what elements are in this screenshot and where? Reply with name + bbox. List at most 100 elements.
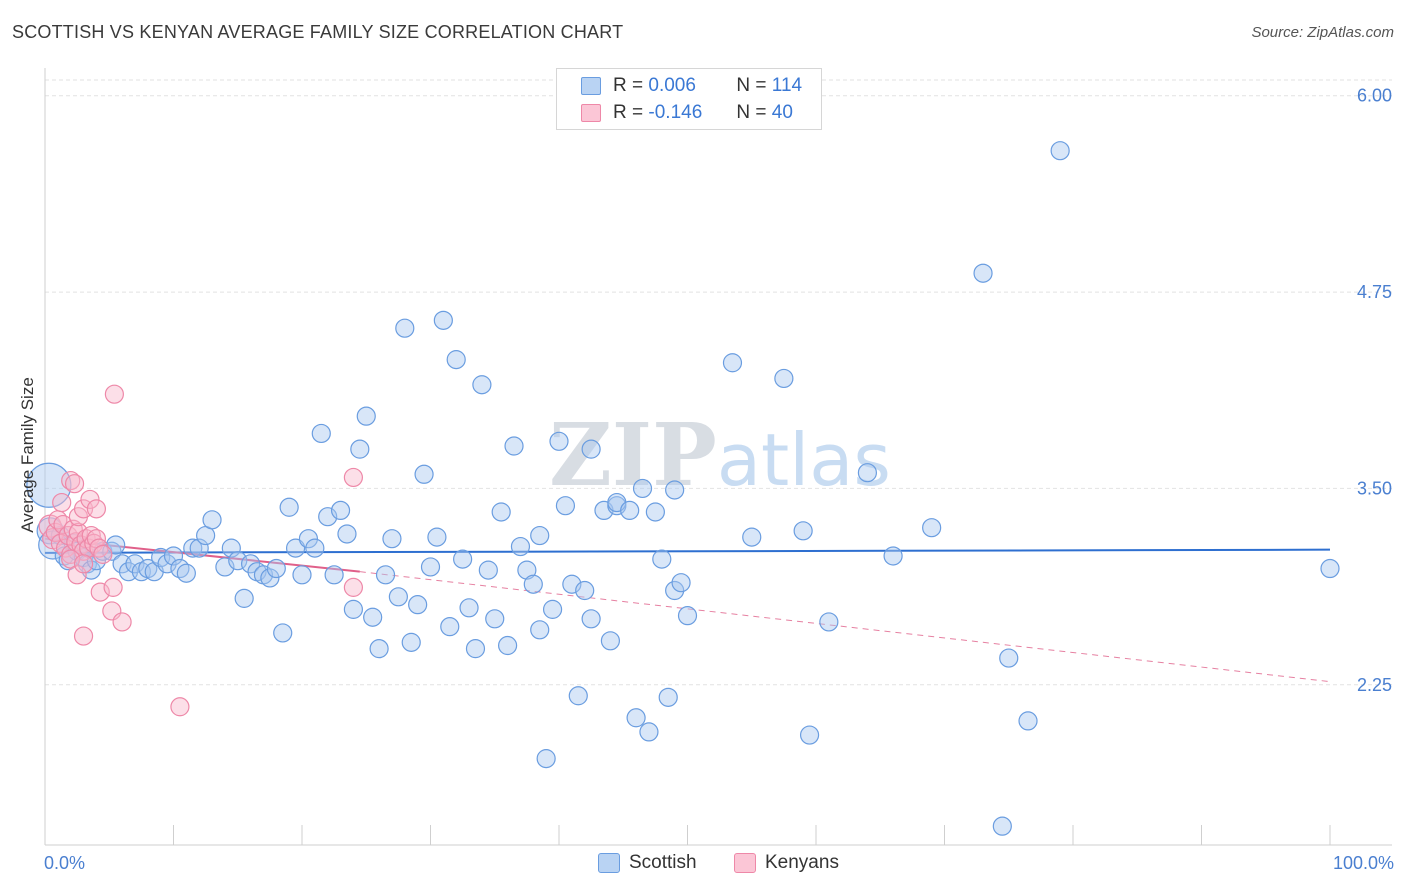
y-tick-label: 6.00 <box>1357 86 1392 106</box>
kenyans-point <box>86 499 107 519</box>
chart-title: SCOTTISH VS KENYAN AVERAGE FAMILY SIZE C… <box>12 22 624 42</box>
source-credit: Source: ZipAtlas.com <box>1251 24 1394 41</box>
scottish-point <box>298 529 319 549</box>
scottish-point <box>857 463 878 483</box>
scottish-point <box>632 478 653 499</box>
scottish-point <box>581 439 601 459</box>
kenyans-point <box>170 697 190 717</box>
scottish-point <box>324 565 344 585</box>
r-value: 0.006 <box>648 75 696 96</box>
scottish-point <box>266 558 286 579</box>
kenyans-point <box>53 514 73 535</box>
y-axis-label: Average Family Size <box>18 377 37 533</box>
scottish-point <box>163 546 184 566</box>
kenyans-point <box>63 519 83 539</box>
scottish-point <box>343 599 363 619</box>
scottish-point <box>408 595 428 615</box>
n-value: 114 <box>771 75 803 96</box>
legend-item-scottish[interactable]: Scottish <box>598 852 697 874</box>
scottish-swatch <box>581 77 601 95</box>
legend-label-scottish: Scottish <box>629 852 697 873</box>
scottish-point <box>369 639 389 659</box>
scottish-point <box>1050 141 1070 161</box>
scottish-point <box>658 687 678 707</box>
scottish-point <box>510 536 531 557</box>
watermark-zip: ZIP <box>549 405 717 506</box>
scottish-point <box>530 525 550 546</box>
scottish-point <box>799 725 820 745</box>
scottish-point <box>581 609 601 629</box>
tick-label-layer: 2.25 3.50 4.75 6.00 <box>1357 86 1392 695</box>
kenyans-point <box>67 565 87 585</box>
kenyans-point <box>90 582 110 602</box>
scottish-point <box>620 500 640 521</box>
scottish-point <box>491 502 511 522</box>
scottish-point <box>973 263 993 283</box>
scottish-point <box>555 496 576 516</box>
scottish-point <box>568 686 588 706</box>
scottish-point <box>337 524 357 544</box>
watermark: ZIPatlas <box>549 405 891 506</box>
scottish-point <box>221 538 241 558</box>
scottish-point <box>793 521 813 541</box>
axis-layer <box>44 68 1392 846</box>
kenyans-point <box>343 467 363 488</box>
scottish-point <box>363 607 383 627</box>
scottish-point <box>279 497 299 517</box>
kenyans-point <box>93 544 113 564</box>
kenyans-point <box>73 626 94 646</box>
scottish-point <box>517 560 537 580</box>
scottish-point <box>440 617 460 637</box>
scottish-point <box>292 565 312 585</box>
scottish-point <box>536 749 556 769</box>
scottish-point <box>639 722 659 742</box>
scottish-point <box>600 631 621 651</box>
scottish-point <box>530 620 550 640</box>
y-tick-label: 2.25 <box>1357 675 1392 695</box>
kenyans-legend-swatch <box>734 853 756 873</box>
scottish-point <box>273 623 293 643</box>
scottish-point <box>311 423 331 444</box>
scottish-point <box>356 406 376 426</box>
scottish-point <box>465 639 486 659</box>
scottish-point <box>176 563 196 583</box>
kenyans-point <box>64 474 85 494</box>
scottish-point <box>665 580 685 601</box>
scottish-point <box>157 554 177 574</box>
scottish-point <box>330 500 351 521</box>
scottish-point <box>819 612 839 632</box>
scottish-trend <box>44 548 1331 554</box>
scottish-point <box>498 635 518 656</box>
scottish-point <box>722 353 743 373</box>
scottish-point <box>626 708 646 728</box>
scottish-point <box>459 598 479 618</box>
scottish-point <box>106 535 126 555</box>
scottish-point <box>504 436 524 456</box>
kenyan-swatch <box>581 104 601 122</box>
scottish-point <box>575 580 595 601</box>
scottish-point <box>446 350 466 370</box>
scottish-point <box>1320 558 1340 579</box>
scottish-point <box>665 480 685 500</box>
kenyans-point <box>112 612 132 632</box>
scottish-point <box>260 568 280 588</box>
kenyans-point <box>80 489 100 510</box>
r-value: -0.146 <box>648 102 703 123</box>
scottish-point <box>414 464 434 484</box>
r-label: R = <box>613 75 644 96</box>
scottish-point <box>202 510 222 530</box>
scottish-point <box>382 529 402 549</box>
scottish-point <box>453 549 473 569</box>
scottish-point <box>671 573 691 593</box>
legend-item-kenyans[interactable]: Kenyans <box>734 852 839 874</box>
kenyans-point <box>52 492 72 513</box>
scottish-point <box>427 527 447 547</box>
scottish-point <box>433 310 453 330</box>
kenyans-point <box>343 577 363 597</box>
n-label: N = <box>736 102 767 123</box>
scottish-point <box>305 538 325 558</box>
scottish-point <box>189 538 209 558</box>
y-tick-label: 4.75 <box>1357 282 1392 302</box>
scottish-point <box>677 606 698 626</box>
